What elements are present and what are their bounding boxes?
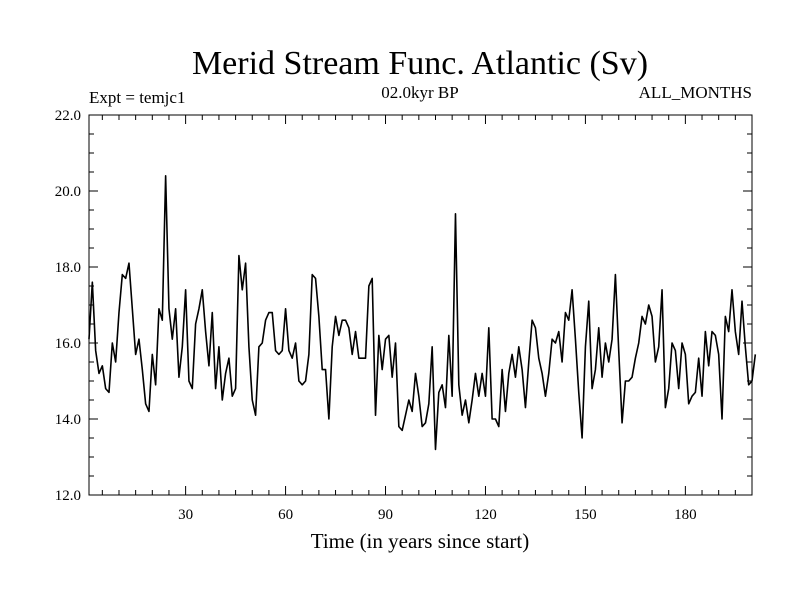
- x-tick-label: 150: [574, 507, 597, 523]
- x-tick-label: 180: [674, 507, 697, 523]
- y-axis: 12.0 14.0 16.0 18.0 20.0 22.0: [55, 108, 752, 504]
- x-tick-label: 30: [178, 507, 193, 523]
- y-tick-label: 22.0: [55, 108, 81, 124]
- y-tick-label: 12.0: [55, 488, 81, 504]
- chart-title: Merid Stream Func. Atlantic (Sv): [192, 45, 648, 82]
- x-tick-label: 90: [378, 507, 393, 523]
- x-tick-label: 60: [278, 507, 293, 523]
- x-tick-label: 120: [474, 507, 497, 523]
- x-axis: 30 60 90 120 150 180: [101, 115, 753, 523]
- y-tick-label: 18.0: [55, 260, 81, 276]
- months-label: ALL_MONTHS: [639, 83, 752, 102]
- x-axis-title: Time (in years since start): [311, 529, 530, 553]
- period-label: 02.0kyr BP: [381, 83, 458, 102]
- y-tick-label: 16.0: [55, 336, 81, 352]
- experiment-label: Expt = temjc1: [89, 88, 185, 107]
- y-tick-label: 14.0: [55, 412, 81, 428]
- plot-area-frame: [88, 114, 753, 496]
- series-line: [88, 175, 757, 451]
- y-tick-label: 20.0: [55, 184, 81, 200]
